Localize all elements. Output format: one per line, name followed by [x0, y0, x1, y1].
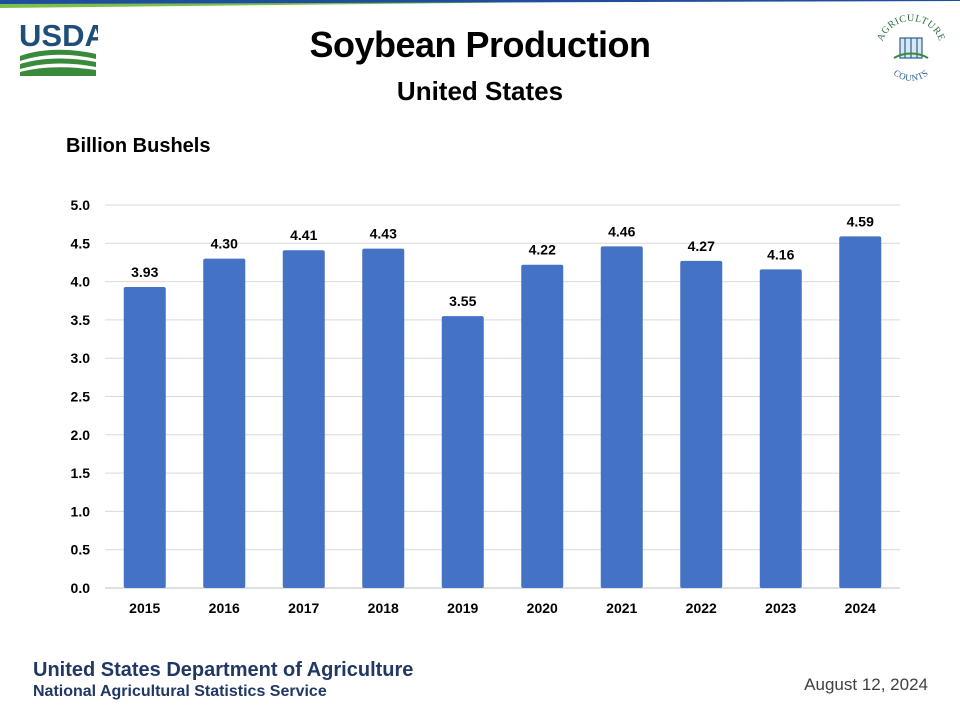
- y-tick-label: 4.5: [71, 235, 91, 251]
- data-label: 3.93: [131, 264, 158, 280]
- x-tick-label: 2022: [686, 600, 717, 616]
- y-axis-unit-label: Billion Bushels: [66, 135, 211, 157]
- footer-department: United States Department of Agriculture: [33, 659, 414, 681]
- top-stripe: [0, 0, 960, 8]
- ag-logo-text-bottom: COUNTS: [892, 68, 930, 83]
- usda-logo-swoosh-3: [20, 67, 96, 76]
- footer-service: National Agricultural Statistics Service: [33, 683, 327, 700]
- y-tick-label: 1.5: [71, 465, 91, 481]
- x-tick-label: 2015: [129, 600, 160, 616]
- bar-2024: [839, 236, 882, 588]
- x-tick-label: 2019: [447, 600, 478, 616]
- x-tick-label: 2024: [845, 600, 876, 616]
- y-tick-label: 4.0: [71, 274, 91, 290]
- data-label: 4.22: [529, 242, 556, 258]
- x-tick-label: 2017: [288, 600, 319, 616]
- bar-2016: [203, 258, 246, 588]
- agriculture-counts-logo: AGRICULTURE COUNTS: [875, 13, 946, 83]
- chart-title: Soybean Production: [309, 24, 651, 65]
- data-label: 4.16: [767, 246, 794, 262]
- bar-2017: [282, 250, 325, 588]
- usda-logo-swoosh-1: [20, 49, 96, 61]
- y-tick-label: 0.5: [71, 542, 91, 558]
- y-tick-label: 5.0: [71, 197, 91, 213]
- bars: [123, 236, 882, 589]
- bar-2021: [600, 246, 643, 588]
- data-labels: 3.93 4.30 4.41 4.43 3.55 4.22 4.46 4.27 4.16 4.59: [131, 213, 874, 309]
- y-axis-ticks: 0.0 0.5 1.0 1.5 2.0 2.5 3.0 3.5 4.0 4.5 5.0: [71, 197, 91, 596]
- ag-logo-barn-icon: [893, 37, 929, 59]
- usda-logo: USDA: [19, 18, 98, 76]
- data-label: 4.30: [211, 236, 238, 252]
- chart-subtitle: United States: [396, 76, 564, 106]
- y-tick-label: 1.0: [71, 503, 91, 519]
- x-axis-ticks: 2015 2016 2017 2018 2019 2020 2021 2022 2023 2024: [129, 600, 876, 616]
- y-tick-label: 2.0: [71, 427, 91, 443]
- x-tick-label: 2020: [527, 600, 558, 616]
- usda-logo-text: USDA: [19, 18, 98, 53]
- bar-2022: [680, 260, 723, 588]
- data-label: 4.46: [608, 223, 635, 239]
- x-tick-label: 2018: [368, 600, 399, 616]
- bar-2019: [441, 316, 484, 588]
- bar-2023: [759, 269, 802, 588]
- data-label: 4.27: [688, 238, 715, 254]
- bar-2020: [521, 264, 564, 588]
- data-label: 3.55: [449, 293, 476, 309]
- x-tick-label: 2021: [606, 600, 637, 616]
- data-label: 4.41: [290, 227, 317, 243]
- y-tick-label: 2.5: [71, 389, 91, 405]
- footer-date: August 12, 2024: [804, 675, 928, 694]
- x-tick-label: 2016: [209, 600, 240, 616]
- bar-2015: [123, 286, 166, 588]
- usda-logo-swoosh-2: [20, 58, 96, 69]
- data-label: 4.43: [370, 226, 397, 242]
- stripe-blue: [0, 0, 960, 4]
- data-label: 4.59: [847, 213, 874, 229]
- y-tick-label: 0.0: [71, 580, 91, 596]
- y-tick-label: 3.0: [71, 350, 91, 366]
- bar-2018: [362, 248, 405, 589]
- x-tick-label: 2023: [765, 600, 796, 616]
- y-tick-label: 3.5: [71, 312, 91, 328]
